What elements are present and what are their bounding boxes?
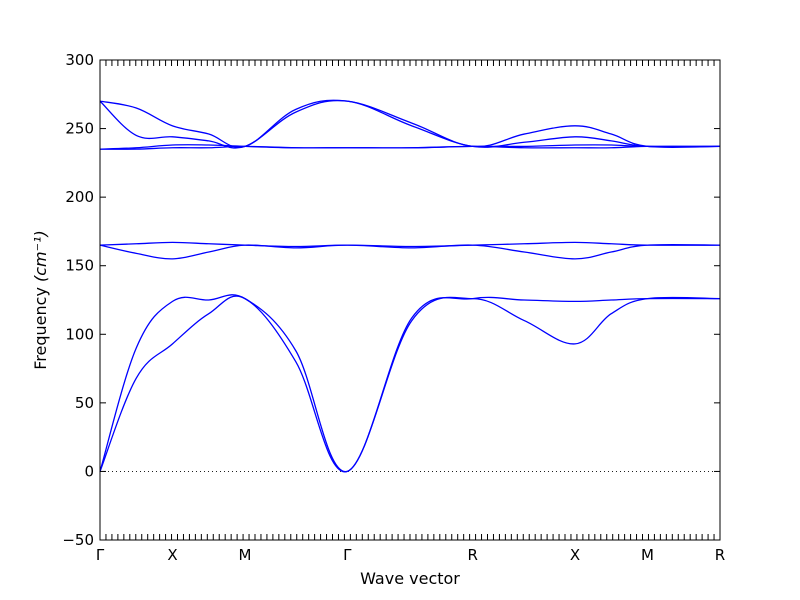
- x-tick-label: M: [641, 546, 654, 564]
- y-tick-label: 0: [84, 462, 94, 480]
- band-line-7: [99, 99, 721, 149]
- y-axis-label: Frequency (cm⁻¹): [31, 230, 50, 369]
- band-line-8: [99, 99, 721, 149]
- x-axis-label: Wave vector: [360, 569, 460, 588]
- plot-frame: [99, 59, 721, 541]
- band-line-2: [99, 294, 721, 473]
- band-line-4: [99, 241, 721, 248]
- band-line-3: [99, 243, 721, 260]
- x-tick-label: R: [468, 546, 478, 564]
- y-tick-label: 250: [65, 120, 94, 138]
- y-tick-label: 200: [65, 188, 94, 206]
- x-tick-label: X: [570, 546, 580, 564]
- x-tick-label: X: [167, 546, 177, 564]
- y-tick-label: 100: [65, 325, 94, 343]
- plot-area: [99, 99, 721, 473]
- x-tick-label: Γ: [96, 546, 105, 564]
- band-line-6: [99, 144, 721, 150]
- y-axis-label-unit: (cm⁻¹): [31, 230, 50, 282]
- y-tick-label: 300: [65, 51, 94, 69]
- y-tick-label: 50: [75, 394, 94, 412]
- x-tick-label: R: [715, 546, 725, 564]
- y-tick-label: −50: [62, 531, 94, 549]
- y-tick-label: 150: [65, 257, 94, 275]
- x-tick-label: M: [239, 546, 252, 564]
- x-tick-label: Γ: [343, 546, 352, 564]
- band-line-1: [99, 295, 721, 473]
- y-axis: −50 0 50 100 150 200 250 300: [62, 51, 720, 549]
- y-axis-label-text: Frequency: [31, 287, 50, 370]
